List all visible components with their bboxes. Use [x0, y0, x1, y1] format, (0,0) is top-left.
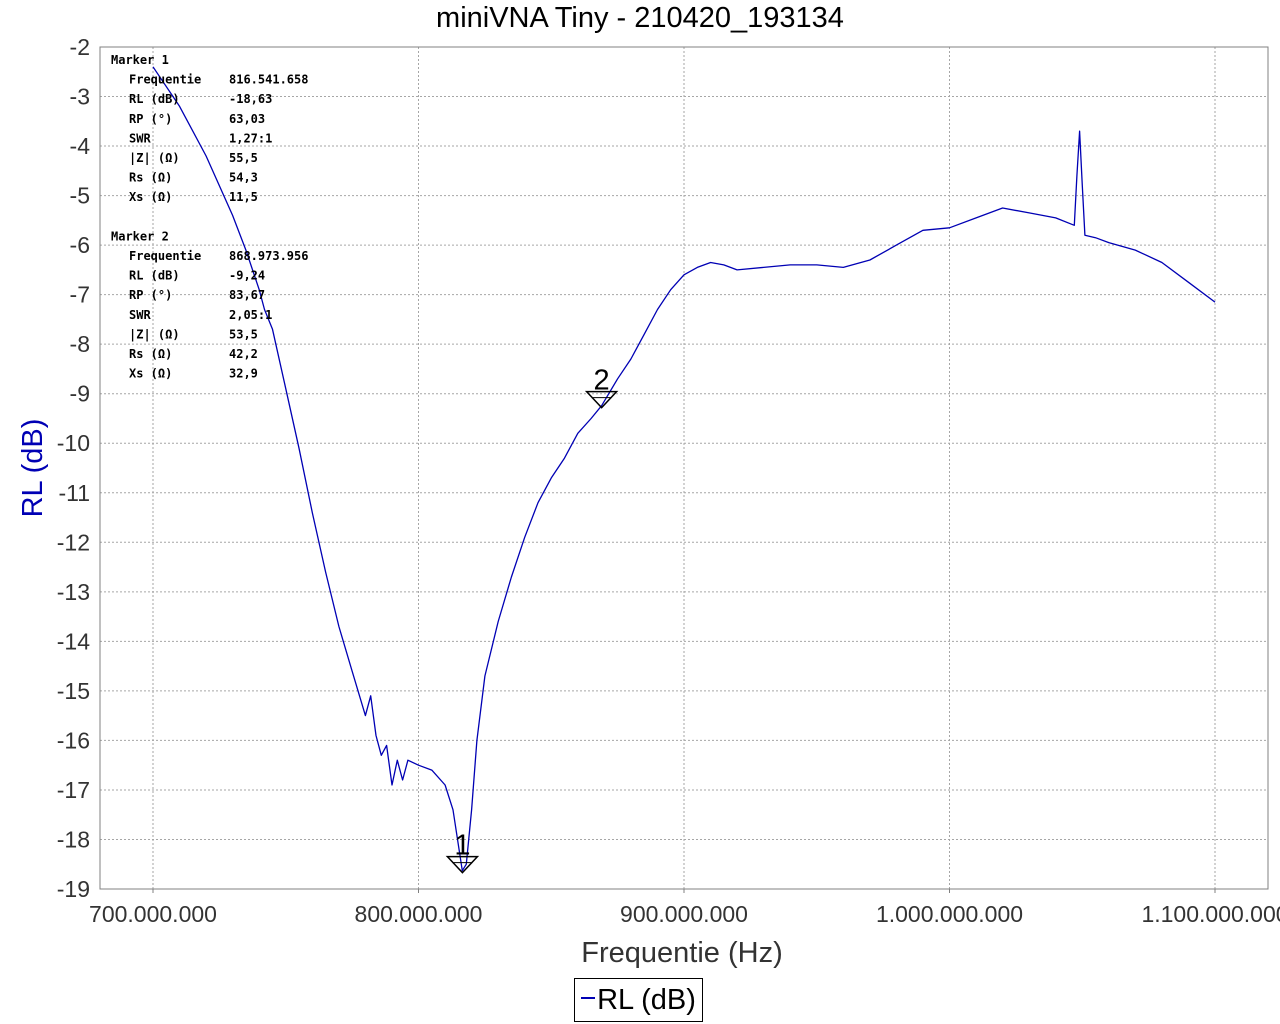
marker-info-panel: Marker 1 Frequentie 816.541.658 RL (dB) -18,…	[111, 53, 308, 381]
marker-info-value: 32,9	[229, 367, 258, 381]
y-tick-label: -17	[57, 777, 90, 803]
marker-info-key: SWR	[129, 131, 151, 145]
y-tick-label: -5	[70, 183, 90, 209]
y-tick-label: -11	[58, 480, 90, 506]
marker-info-value: 868.973.956	[229, 249, 308, 263]
marker-info-value: -9,24	[229, 269, 265, 283]
marker-layer: 12	[445, 365, 619, 874]
plot-frame	[99, 46, 1269, 890]
marker-info-key: RL (dB)	[129, 92, 180, 106]
y-tick-label: -13	[57, 579, 90, 605]
marker-2-triangle	[584, 390, 619, 409]
marker-info-key: |Z| (Ω)	[129, 151, 180, 165]
y-tick-label: -2	[70, 34, 90, 60]
marker-info-key: Xs (Ω)	[129, 367, 172, 381]
x-tick-label: 1.000.000.000	[876, 901, 1023, 927]
y-axis-ticks: -2 -3 -4 -5 -6 -7 -8 -9 -10 -11 -12 -13 -14 -15 -16 -17…	[57, 34, 90, 902]
series-line-rl	[152, 66, 1216, 872]
marker-info-heading: Marker 2	[111, 229, 169, 243]
y-tick-label: -10	[57, 430, 90, 456]
legend: RL (dB)	[574, 978, 703, 1022]
x-tick-label: 900.000.000	[620, 901, 748, 927]
marker-info-value: 2,05:1	[229, 308, 272, 322]
marker-info-value: 11,5	[229, 190, 258, 204]
marker-info-value: 63,03	[229, 112, 265, 126]
marker-info-key: RL (dB)	[129, 269, 180, 283]
y-axis-label: RL (dB)	[17, 419, 49, 518]
marker-info-value: 54,3	[229, 171, 258, 185]
chart-title: miniVNA Tiny - 210420_193134	[436, 2, 844, 34]
y-tick-label: -4	[70, 133, 91, 159]
y-tick-label: -14	[57, 628, 90, 654]
marker-info-value: 816.541.658	[229, 73, 308, 87]
marker-info-value: 42,2	[229, 347, 258, 361]
marker-info-value: 83,67	[229, 288, 265, 302]
marker-info-heading: Marker 1	[111, 53, 169, 67]
series-layer	[152, 66, 1216, 872]
y-tick-label: -12	[57, 529, 90, 555]
x-tick-label: 1.100.000.000	[1141, 901, 1280, 927]
marker-info-key: Rs (Ω)	[129, 171, 172, 185]
y-tick-label: -3	[70, 84, 90, 110]
marker-info-key: RP (°)	[129, 112, 172, 126]
y-tick-label: -8	[70, 331, 90, 357]
marker-info-key: Xs (Ω)	[129, 190, 172, 204]
marker-info-value: 1,27:1	[229, 131, 272, 145]
y-tick-label: -16	[57, 727, 90, 753]
grid	[100, 46, 1268, 893]
marker-info-key: Rs (Ω)	[129, 347, 172, 361]
marker-info-value: 53,5	[229, 327, 258, 341]
marker-info-key: RP (°)	[129, 288, 172, 302]
marker-1-label: 1	[454, 830, 470, 862]
y-tick-label: -7	[70, 282, 90, 308]
y-tick-label: -18	[57, 826, 90, 852]
marker-info-key: |Z| (Ω)	[129, 327, 180, 341]
marker-info-value: -18,63	[229, 92, 272, 106]
legend-label: RL (dB)	[597, 983, 696, 1016]
y-tick-label: -15	[57, 678, 90, 704]
y-tick-label: -6	[70, 232, 90, 258]
marker-2-label: 2	[594, 365, 610, 397]
legend-swatch	[581, 997, 596, 999]
marker-info-key: Frequentie	[129, 249, 201, 263]
x-tick-label: 700.000.000	[89, 901, 217, 927]
x-axis-ticks: 700.000.000 800.000.000 900.000.000 1.000.0…	[89, 901, 1280, 927]
marker-info-key: SWR	[129, 308, 151, 322]
marker-info-value: 55,5	[229, 151, 258, 165]
y-tick-label: -9	[70, 381, 90, 407]
marker-info-key: Frequentie	[129, 73, 201, 87]
x-axis-label: Frequentie (Hz)	[581, 937, 782, 969]
y-tick-label: -19	[57, 876, 90, 902]
marker-1-triangle	[445, 855, 480, 874]
x-tick-label: 800.000.000	[355, 901, 483, 927]
rl-chart: -2 -3 -4 -5 -6 -7 -8 -9 -10 -11 -12 -13 -14 -15 -16 -17…	[17, 34, 1280, 969]
